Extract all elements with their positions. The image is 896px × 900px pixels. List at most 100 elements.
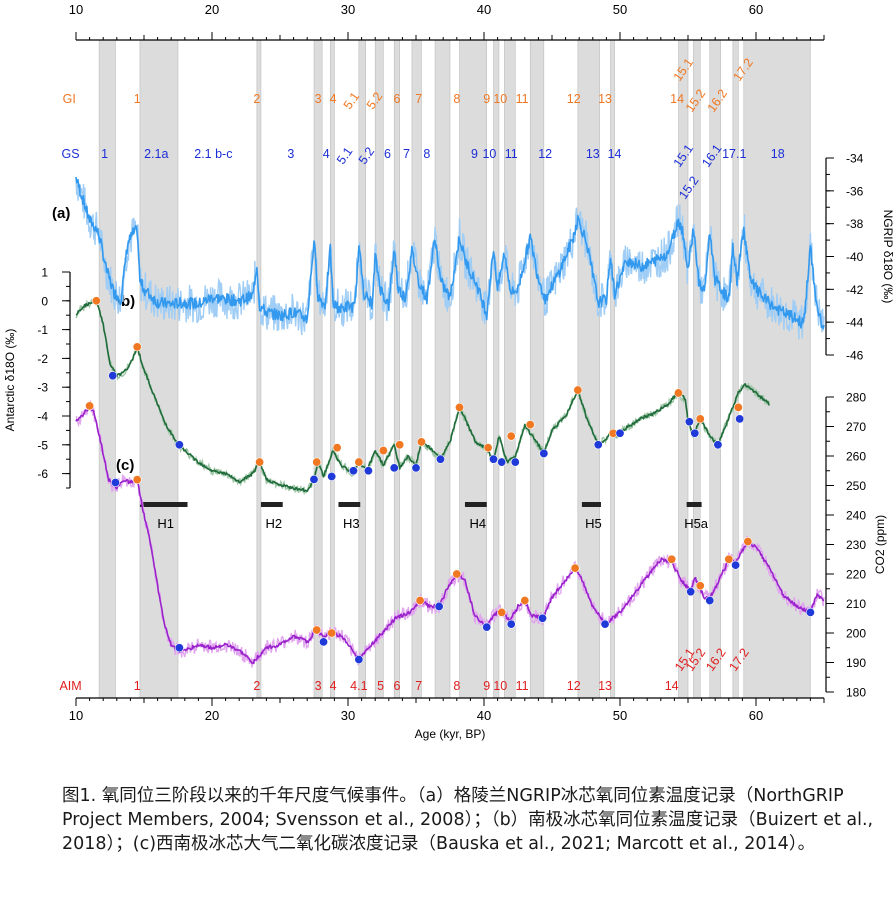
co2-max-marker <box>415 596 425 606</box>
panel-label-c: (c) <box>116 457 134 474</box>
gs-label: 5.1 <box>334 145 355 167</box>
gs-label: 2.1a <box>144 147 168 161</box>
gi-label: 15.1 <box>671 56 696 84</box>
antarctic-max-marker <box>455 402 465 412</box>
antarctic-max-marker <box>354 457 364 467</box>
heinrich-bar <box>260 502 283 507</box>
ngrip-y-axis-title: NGRIP δ18O (‰) <box>881 210 895 304</box>
bottom-x-tick-label: 10 <box>69 708 83 723</box>
antarctic-min-marker <box>435 454 445 464</box>
interstadial-bands <box>98 39 811 699</box>
antarctic-y-axis-tick-label: -3 <box>37 381 48 395</box>
ngrip-series-line <box>75 176 825 329</box>
co2-min-marker <box>600 619 610 629</box>
interstadial-band <box>610 39 615 699</box>
bottom-x-tick-label: 30 <box>341 708 355 723</box>
co2-min-marker <box>686 587 696 597</box>
co2-min-marker <box>506 619 516 629</box>
gi-label: 16.2 <box>705 87 730 115</box>
ngrip-y-axis-tick-label: -36 <box>846 184 864 198</box>
ngrip-y-axis-tick-label: -38 <box>846 217 864 231</box>
interstadial-band <box>678 39 689 699</box>
antarctic-max-marker <box>695 414 705 424</box>
interstadial-band <box>393 39 400 699</box>
heinrich-bar <box>686 502 702 507</box>
interstadial-band <box>313 39 323 699</box>
antarctic-min-marker <box>363 466 373 476</box>
ngrip-y-axis-tick-label: -34 <box>846 152 864 166</box>
co2-max-marker <box>85 401 95 411</box>
heinrich-bar <box>139 502 188 507</box>
heinrich-label: H2 <box>266 516 283 531</box>
gi-label: 2 <box>253 92 260 106</box>
gs-label: 17.1 <box>722 147 746 161</box>
co2-max-marker <box>520 596 530 606</box>
interstadial-band <box>139 39 179 699</box>
interstadial-band <box>459 39 488 699</box>
antarctic-min-marker <box>327 471 337 481</box>
co2-y-axis-tick-label: 260 <box>846 450 866 464</box>
aim-label: 3 <box>315 679 322 693</box>
bottom-x-tick-label: 60 <box>749 708 763 723</box>
antarctic-max-marker <box>378 446 388 456</box>
antarctic-y-axis-tick-label: -1 <box>37 323 48 337</box>
heinrich-bar <box>581 502 601 507</box>
antarctic-max-marker <box>312 457 322 467</box>
co2-max-marker <box>312 625 322 635</box>
co2-y-axis-tick-label: 240 <box>846 509 866 523</box>
antarctic-min-marker <box>690 428 700 438</box>
interstadial-band <box>529 39 545 699</box>
gi-label: 11 <box>516 92 529 106</box>
co2-min-marker <box>805 607 815 617</box>
antarctic-min-marker <box>539 448 549 458</box>
co2-y-axis-tick-label: 280 <box>846 391 866 405</box>
gi-label: 7 <box>415 92 422 106</box>
aim-label: 8 <box>453 679 460 693</box>
antarctic-min-marker <box>348 466 358 476</box>
antarctic-min-marker <box>593 440 603 450</box>
panel-label-a: (a) <box>52 205 70 222</box>
co2-min-marker <box>482 622 492 632</box>
antarctic-min-marker <box>489 454 499 464</box>
antarctic-series-envelope <box>75 298 771 496</box>
antarctic-min-marker <box>108 371 118 381</box>
ngrip-series-envelope <box>75 178 825 340</box>
interstadial-band <box>256 39 262 699</box>
antarctic-y-axis-title: Antarctic δ18O (‰) <box>3 329 17 432</box>
co2-max-marker <box>724 554 734 564</box>
antarctic-max-marker <box>255 457 265 467</box>
co2-min-marker <box>434 601 444 611</box>
gs-label: 11 <box>505 147 518 161</box>
aim-label: 9 <box>483 679 490 693</box>
aim-label: 13 <box>598 679 612 693</box>
co2-min-marker <box>174 643 184 653</box>
antarctic-max-marker <box>395 440 405 450</box>
top-x-tick-label: 10 <box>69 2 83 17</box>
heinrich-label: H3 <box>343 516 360 531</box>
heinrich-label: H4 <box>470 516 487 531</box>
antarctic-min-marker <box>411 463 421 473</box>
gs-label: 18 <box>771 147 785 161</box>
bottom-x-tick-label: 20 <box>205 708 219 723</box>
top-x-tick-label: 50 <box>613 2 627 17</box>
ngrip-y-axis-tick-label: -44 <box>846 316 864 330</box>
gi-label: 4 <box>330 92 337 106</box>
antarctic-y-axis-tick-label: -5 <box>37 438 48 452</box>
gi-label: 13 <box>598 92 612 106</box>
antarctic-y-axis-tick-label: -4 <box>37 410 48 424</box>
co2-max-marker <box>743 537 753 547</box>
co2-min-marker <box>705 596 715 606</box>
antarctic-max-marker <box>733 402 743 412</box>
gs-label: GS <box>62 147 80 161</box>
co2-y-axis-tick-label: 220 <box>846 568 866 582</box>
co2-max-marker <box>497 607 507 617</box>
antarctic-y-axis-tick-label: 1 <box>41 266 48 280</box>
x-axis-title: Age (kyr, BP) <box>415 727 486 741</box>
aim-label: 1 <box>134 679 141 693</box>
co2-max-marker <box>132 475 142 485</box>
antarctic-min-marker <box>684 417 694 427</box>
aim-label: 11 <box>516 679 529 693</box>
gs-label: 2.1 b-c <box>194 147 232 161</box>
gs-label: 13 <box>586 147 600 161</box>
